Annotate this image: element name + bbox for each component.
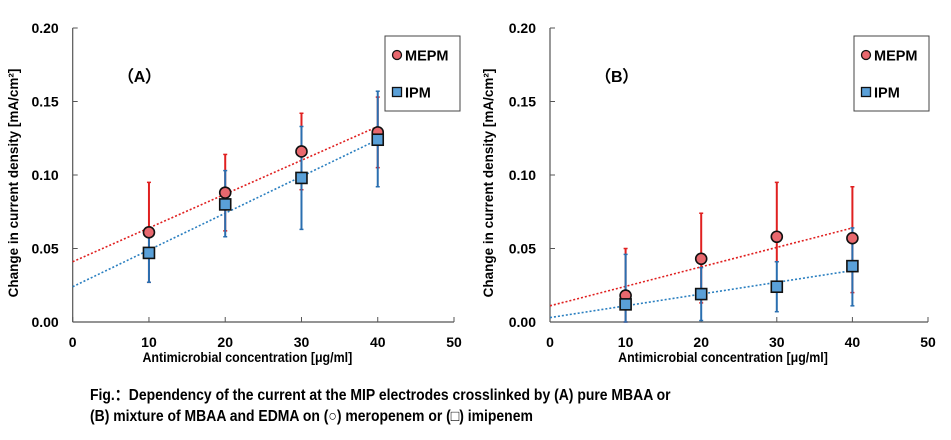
caption-line-2: (B) mixture of MBAA and EDMA on (○) mero… <box>90 408 533 425</box>
legend-label-ipm: IPM <box>405 86 431 102</box>
legend: MEPM IPM <box>853 35 930 112</box>
data-point-ipm <box>770 280 784 294</box>
y-tick-label: 0.10 <box>31 167 58 183</box>
legend-box <box>853 35 930 112</box>
legend-marker-square <box>391 86 403 98</box>
y-tick-label: 0.00 <box>509 314 536 330</box>
y-tick-label: 0.15 <box>509 94 536 110</box>
data-point-ipm <box>694 287 708 301</box>
y-tick-label: 0.05 <box>31 241 58 257</box>
y-tick-label: 0.15 <box>31 94 58 110</box>
chart-panel-b: 0.00 0.05 0.10 0.15 0.20 0 10 20 30 40 50 Antimicro… <box>481 20 936 366</box>
caption-line-1: Fig.：Dependency of the current at the MI… <box>90 387 671 404</box>
x-tick-label: 40 <box>370 334 386 350</box>
x-tick-label: 40 <box>845 334 861 350</box>
legend-marker-circle <box>391 49 403 61</box>
x-axis-label: Antimicrobial concentration [μg/ml] <box>618 350 828 366</box>
y-tick-label: 0.20 <box>31 20 58 36</box>
chart-panel-a: 0.00 0.05 0.10 0.15 0.20 0 10 20 30 40 50 Antimicro… <box>6 20 462 366</box>
data-point-ipm <box>846 259 859 273</box>
x-tick-label: 30 <box>294 334 310 350</box>
data-point-mepm <box>295 145 308 158</box>
data-point-mepm <box>694 252 708 266</box>
y-tick-label: 0.20 <box>509 20 536 36</box>
legend-marker-square <box>860 86 872 98</box>
data-point-mepm <box>770 230 784 244</box>
legend-label-mepm: MEPM <box>874 49 918 65</box>
legend-marker-circle <box>860 49 872 61</box>
y-tick-label: 0.00 <box>31 314 58 330</box>
x-tick-label: 20 <box>693 334 709 350</box>
data-point-mepm <box>218 186 232 199</box>
y-axis-label: Change in current density [mA/cm²] <box>481 69 496 298</box>
x-tick-label: 50 <box>920 334 936 350</box>
legend-label-ipm: IPM <box>874 86 900 102</box>
x-tick-label: 10 <box>141 334 157 350</box>
data-point-ipm <box>295 171 308 185</box>
legend: MEPM IPM <box>384 35 461 112</box>
x-tick-label: 10 <box>618 334 634 350</box>
x-tick-label: 0 <box>69 334 77 350</box>
y-tick-label: 0.05 <box>509 241 536 257</box>
y-tick-label: 0.10 <box>509 167 536 183</box>
panel-label: （A） <box>118 68 162 86</box>
data-point-mepm <box>846 231 859 245</box>
legend-box <box>384 35 461 112</box>
data-point-ipm <box>619 298 632 311</box>
panel-label: （B） <box>595 68 639 86</box>
data-point-ipm <box>371 133 385 147</box>
x-tick-label: 50 <box>446 334 462 350</box>
figure-caption: Fig.：Dependency of the current at the MI… <box>90 385 671 427</box>
y-axis-label: Change in current density [mA/cm²] <box>6 69 21 298</box>
data-point-ipm <box>218 198 232 211</box>
x-tick-label: 30 <box>769 334 785 350</box>
x-axis-label: Antimicrobial concentration [μg/ml] <box>142 350 352 366</box>
data-point-mepm <box>142 226 156 239</box>
data-point-ipm <box>142 246 156 260</box>
legend-label-mepm: MEPM <box>405 49 449 65</box>
x-tick-label: 0 <box>546 334 554 350</box>
x-tick-label: 20 <box>217 334 233 350</box>
